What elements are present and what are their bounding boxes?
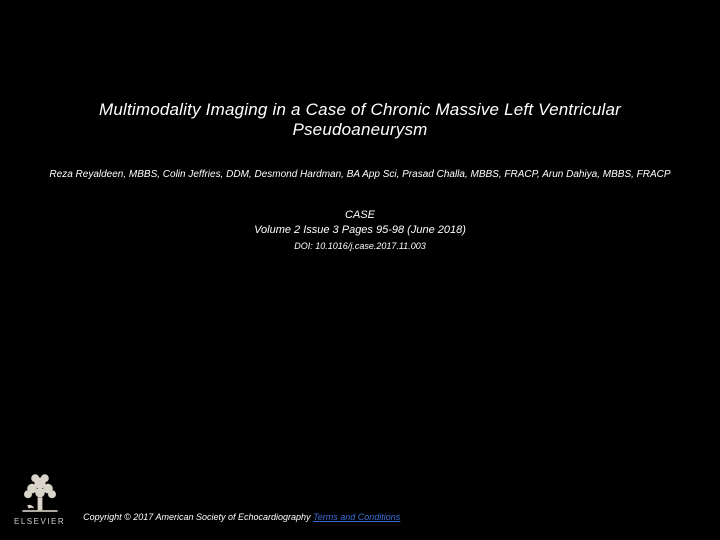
doi-text: DOI: 10.1016/j.case.2017.11.003 <box>30 240 690 252</box>
slide-content: Multimodality Imaging in a Case of Chron… <box>0 100 720 252</box>
volume-issue-pages: Volume 2 Issue 3 Pages 95-98 (June 2018) <box>30 223 690 238</box>
copyright-line: Copyright © 2017 American Society of Ech… <box>83 512 400 526</box>
publisher-logo: ELSEVIER <box>14 467 65 526</box>
journal-citation: CASE Volume 2 Issue 3 Pages 95-98 (June … <box>30 208 690 252</box>
copyright-text: Copyright © 2017 American Society of Ech… <box>83 512 313 522</box>
publisher-name: ELSEVIER <box>14 517 65 526</box>
authors-list: Reza Reyaldeen, MBBS, Colin Jeffries, DD… <box>30 168 690 182</box>
slide-footer: ELSEVIER Copyright © 2017 American Socie… <box>0 467 720 526</box>
terms-and-conditions-link[interactable]: Terms and Conditions <box>313 512 400 522</box>
article-title: Multimodality Imaging in a Case of Chron… <box>30 100 690 140</box>
journal-name: CASE <box>30 208 690 223</box>
elsevier-tree-icon <box>16 467 64 515</box>
